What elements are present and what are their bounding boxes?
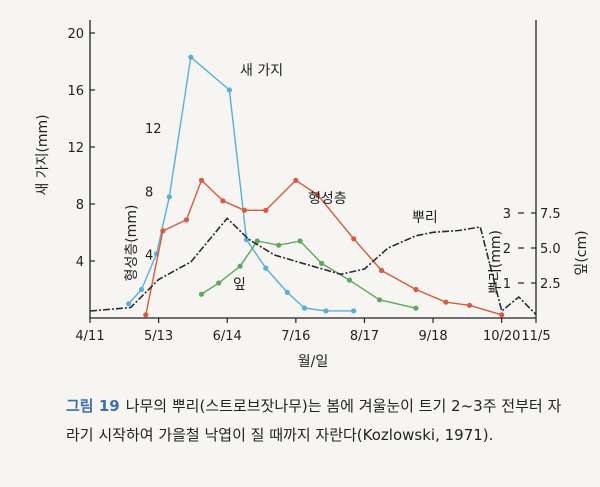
series-point-1 (160, 228, 166, 234)
leaf-tick-label: 2.5 (540, 277, 561, 292)
series (89, 54, 537, 318)
series-line-3 (89, 217, 537, 316)
series-point-2 (216, 280, 222, 286)
cambium-tick-label: 8 (145, 185, 153, 200)
series-point-1 (183, 217, 190, 223)
chart: 4/11 5/13 6/14 7/16 8/17 9/18 10/20 11/54812162… (35, 20, 590, 370)
leaf-tick-label: 7.5 (540, 207, 561, 222)
series-point-1 (351, 236, 357, 242)
series-point-0 (166, 194, 172, 200)
series-point-1 (143, 312, 149, 318)
series-point-0 (188, 54, 194, 60)
figure-number: 그림 19 (66, 397, 120, 415)
series-point-2 (297, 238, 303, 244)
x-tick-label: 4/11 (75, 329, 104, 344)
shoot-tick-label: 8 (76, 198, 84, 213)
series-point-2 (276, 242, 282, 248)
x-tick-label: 6/14 (213, 329, 242, 344)
shoot-axis-label: 새 가지(mm) (35, 114, 51, 195)
series-point-0 (284, 289, 290, 295)
shoot-tick-label: 12 (67, 141, 84, 156)
x-tick-label: 8/17 (350, 329, 379, 344)
series-point-2 (376, 297, 383, 303)
series-point-0 (301, 305, 307, 311)
shoot-tick-label: 4 (76, 255, 84, 270)
series-point-2 (413, 305, 419, 311)
series-point-0 (126, 301, 132, 307)
series-point-1 (198, 177, 205, 183)
series-point-0 (138, 286, 145, 293)
figure-caption: 그림 19 나무의 뿌리(스트로브잣나무)는 봄에 겨울눈이 트기 2~3주 전부… (66, 392, 566, 450)
root-tick-label: 3 (503, 207, 511, 222)
labels: 월/일 새 가지(mm) 형성층(mm) 뿌리(mm) 잎(cm) 새 가지 형… (35, 63, 590, 370)
x-tick-label: 11/5 (521, 329, 550, 344)
root-axis-label: 뿌리(mm) (488, 230, 504, 294)
x-axis-label: 월/일 (298, 354, 328, 370)
series-point-1 (241, 207, 247, 213)
series-point-0 (351, 308, 357, 314)
cambium-axis-label: 형성층(mm) (124, 205, 140, 282)
series-point-2 (254, 238, 260, 244)
series-point-2 (346, 277, 353, 283)
series-point-0 (263, 265, 269, 271)
series-line-2 (201, 240, 417, 309)
leaf-axis-label: 잎(cm) (574, 230, 590, 275)
series-point-2 (319, 260, 325, 266)
series-point-1 (314, 191, 320, 198)
x-tick-label: 7/16 (281, 329, 310, 344)
leaf-tick-label: 5.0 (540, 242, 561, 257)
series-point-1 (466, 302, 473, 308)
x-tick-label: 10/20 (483, 329, 520, 344)
cambium-series-label: 형성층 (308, 191, 347, 207)
series-point-1 (293, 177, 299, 183)
series-point-1 (263, 207, 269, 213)
root-series-label: 뿌리 (412, 210, 438, 226)
series-point-1 (443, 299, 449, 305)
cambium-tick-label: 12 (145, 122, 162, 137)
x-tick-label: 9/18 (418, 329, 447, 344)
cambium-tick-label: 4 (145, 249, 153, 264)
x-tick-label: 5/13 (144, 329, 173, 344)
leaf-series-label: 잎 (233, 277, 246, 293)
series-point-1 (220, 198, 226, 204)
series-point-2 (237, 263, 243, 269)
shoot-tick-label: 16 (67, 84, 84, 99)
series-point-0 (323, 308, 329, 314)
root-tick-label: 2 (503, 242, 511, 257)
series-point-0 (226, 87, 232, 93)
tick-labels: 4/11 5/13 6/14 7/16 8/17 9/18 10/20 11/54812162… (67, 27, 560, 344)
shoot-tick-label: 20 (67, 27, 84, 42)
shoot-series-label: 새 가지 (240, 63, 283, 79)
series-point-0 (243, 237, 250, 243)
series-point-2 (198, 291, 205, 297)
axes (89, 20, 537, 319)
series-point-1 (499, 312, 505, 318)
series-line-0 (128, 56, 354, 312)
series-point-1 (413, 286, 419, 293)
caption-text: 나무의 뿌리(스트로브잣나무)는 봄에 겨울눈이 트기 2~3주 전부터 자라기… (66, 397, 562, 444)
root-tick-label: 1 (503, 277, 511, 292)
series-point-1 (379, 267, 385, 274)
